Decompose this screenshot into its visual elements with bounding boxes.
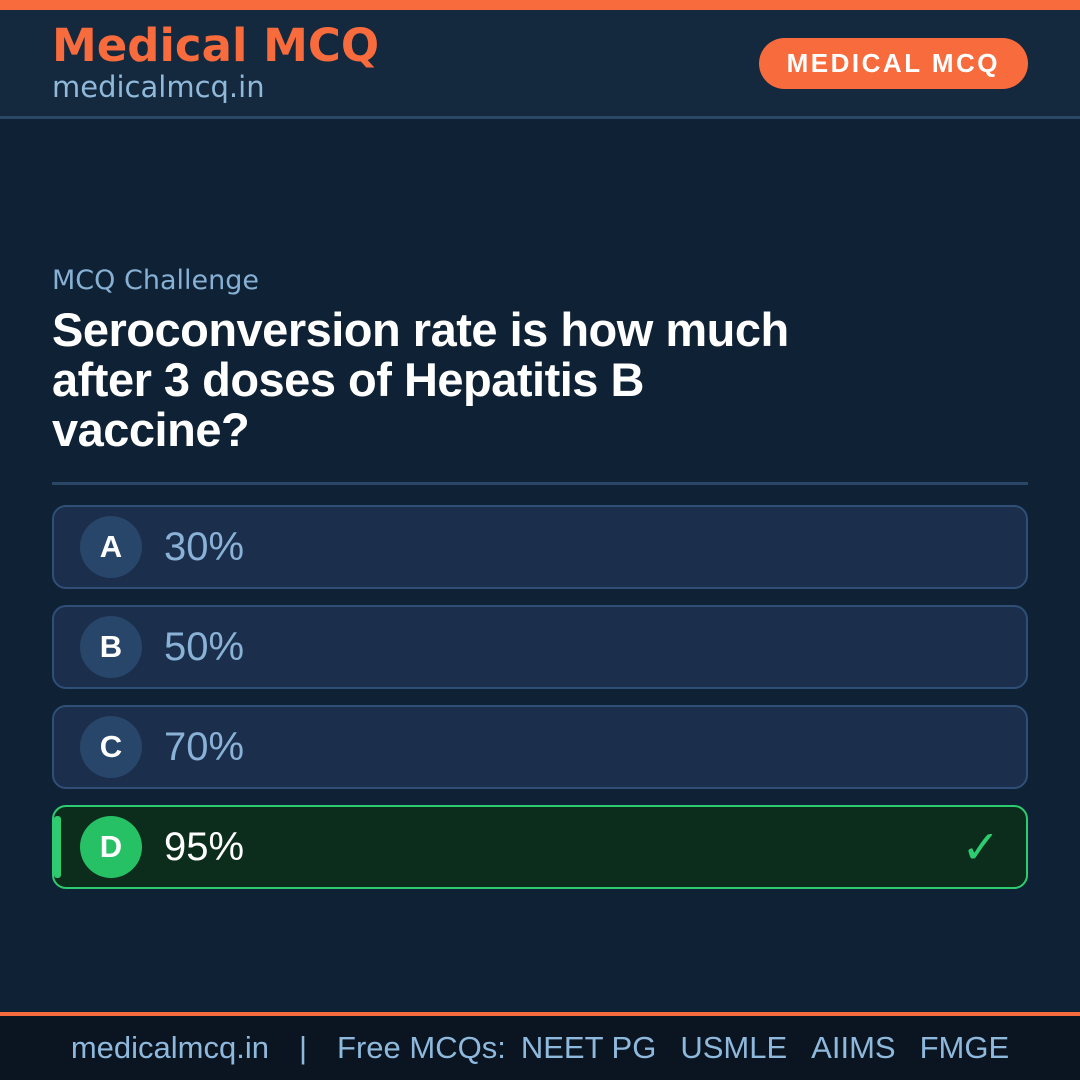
footer: medicalmcq.in | Free MCQs: NEET PG USMLE A… bbox=[0, 1012, 1080, 1080]
option-letter-badge: A bbox=[80, 516, 142, 578]
question-text: Seroconversion rate is how much after 3 … bbox=[52, 303, 789, 456]
footer-exams: NEET PG USMLE AIIMS FMGE bbox=[521, 1030, 1009, 1066]
top-accent-bar bbox=[0, 0, 1080, 10]
option-c[interactable]: C 70% bbox=[52, 705, 1028, 789]
divider bbox=[52, 482, 1028, 485]
brand-site-url: medicalmcq.in bbox=[52, 70, 265, 105]
footer-exam: FMGE bbox=[919, 1030, 1010, 1065]
option-letter-badge: B bbox=[80, 616, 142, 678]
option-text: 30% bbox=[164, 524, 245, 569]
option-b[interactable]: B 50% bbox=[52, 605, 1028, 689]
option-letter-badge: D bbox=[80, 816, 142, 878]
option-letter-badge: C bbox=[80, 716, 142, 778]
footer-exam: AIIMS bbox=[811, 1030, 896, 1065]
option-text: 70% bbox=[164, 724, 245, 769]
footer-site-url: medicalmcq.in bbox=[70, 1030, 269, 1065]
header: Medical MCQ medicalmcq.in MEDICAL MCQ bbox=[0, 10, 1080, 119]
question-section: MCQ Challenge Seroconversion rate is how… bbox=[0, 119, 1080, 1012]
options-list: A 30% B 50% C 70% D 95% ✓ bbox=[52, 505, 1028, 889]
footer-exam: USMLE bbox=[680, 1030, 788, 1065]
brand-badge: MEDICAL MCQ bbox=[758, 37, 1028, 89]
option-text: 50% bbox=[164, 624, 245, 669]
footer-separator: | bbox=[298, 1030, 308, 1065]
question-label: MCQ Challenge bbox=[52, 265, 259, 296]
footer-exam: NEET PG bbox=[520, 1030, 657, 1065]
option-d[interactable]: D 95% ✓ bbox=[52, 805, 1028, 889]
brand-block: Medical MCQ medicalmcq.in bbox=[52, 18, 380, 105]
option-text: 95% bbox=[164, 824, 245, 869]
brand-title: Medical MCQ bbox=[52, 18, 380, 72]
footer-tagline: Free MCQs: bbox=[337, 1030, 506, 1065]
correct-accent-bar bbox=[54, 816, 61, 878]
option-a[interactable]: A 30% bbox=[52, 505, 1028, 589]
check-icon: ✓ bbox=[961, 820, 1000, 874]
